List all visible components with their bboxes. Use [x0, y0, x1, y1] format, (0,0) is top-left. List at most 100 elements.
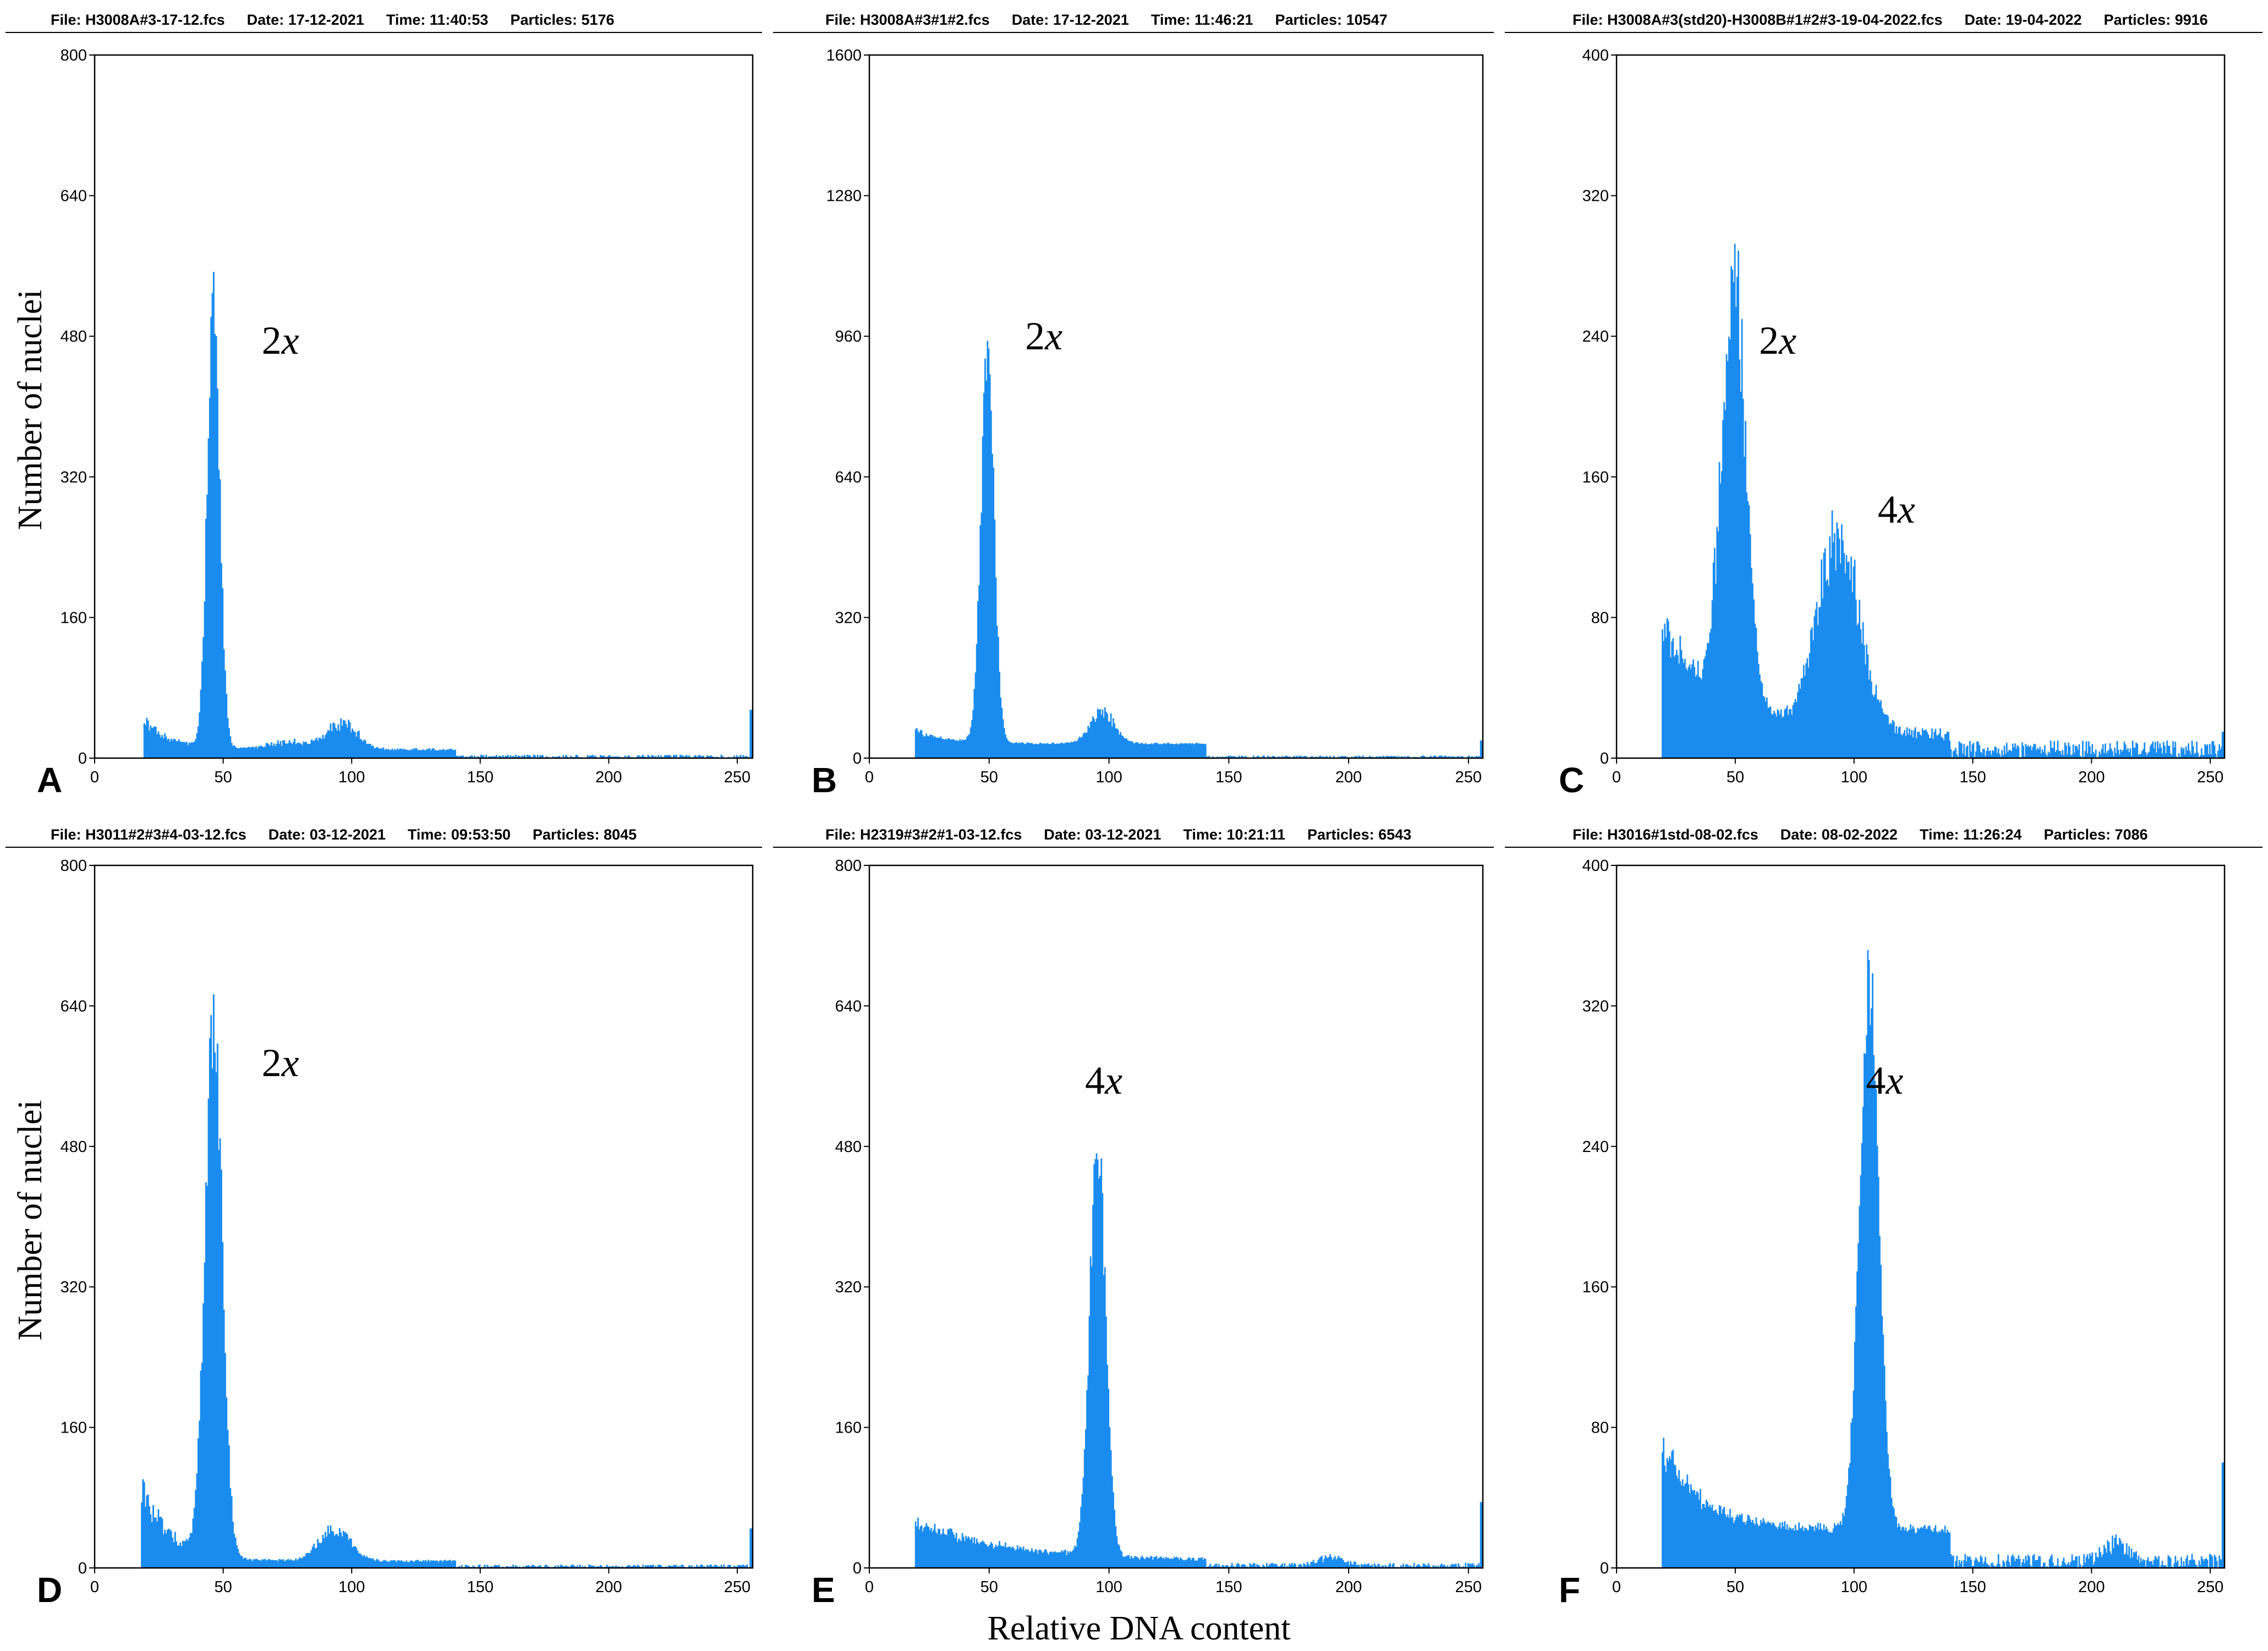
histogram-bar — [367, 1557, 369, 1568]
histogram-bar — [1708, 1507, 1710, 1568]
histogram-bar — [1406, 1564, 1408, 1568]
histogram-bar — [195, 1490, 197, 1568]
histogram-bar — [1113, 1492, 1114, 1568]
histogram-bar — [1765, 701, 1767, 758]
histogram-bar — [294, 738, 296, 758]
histogram-bar — [1736, 1515, 1738, 1568]
histogram-bar — [464, 1565, 467, 1568]
histogram-bar — [1134, 743, 1136, 758]
histogram-bar — [922, 1531, 924, 1568]
histogram-bar — [1936, 735, 1938, 758]
histogram-bar — [286, 744, 288, 758]
histogram-bar — [1447, 1565, 1449, 1568]
histogram-bar — [1051, 743, 1053, 758]
histogram-bar — [414, 748, 417, 758]
histogram-bar — [296, 743, 298, 758]
histogram-bar — [935, 737, 937, 758]
histogram-bar — [254, 1559, 256, 1568]
histogram-bar — [612, 756, 615, 758]
histogram-bar — [1994, 1566, 1996, 1568]
x-tick-label: 150 — [467, 769, 494, 786]
histogram-bar — [1230, 1566, 1232, 1568]
histogram-bar — [2196, 1565, 2198, 1568]
histogram-bar — [2077, 749, 2079, 758]
histogram-bar — [1364, 1564, 1366, 1568]
histogram-bar — [182, 742, 184, 758]
histogram-bar — [1861, 643, 1863, 758]
histogram-bar — [2026, 1560, 2028, 1568]
histogram-bar — [222, 1242, 224, 1568]
histogram-bar — [1971, 744, 1974, 758]
x-tick-label: 250 — [1455, 1578, 1482, 1596]
histogram-bar — [506, 1566, 508, 1568]
histogram-bar — [944, 739, 945, 758]
histogram-bar — [2050, 1556, 2052, 1568]
histogram-bar — [1853, 1390, 1855, 1568]
histogram-bar — [1232, 1566, 1234, 1568]
histogram-bar — [1468, 755, 1470, 758]
histogram-bar — [917, 1517, 919, 1568]
histogram-bar — [1727, 361, 1729, 758]
histogram-bar — [451, 749, 452, 758]
histogram-bar — [1155, 743, 1158, 758]
header-time: Time: 11:26:24 — [1920, 826, 2022, 843]
histogram-bar — [207, 438, 210, 758]
histogram-bar — [1913, 730, 1915, 758]
histogram-bar — [149, 730, 151, 758]
histogram-bar — [1194, 744, 1196, 758]
histogram-bar — [548, 1566, 550, 1568]
histogram-bar — [2170, 1557, 2172, 1568]
histogram-bar — [391, 1560, 393, 1568]
histogram-bar — [2015, 1558, 2017, 1568]
histogram-bar — [1818, 607, 1820, 758]
histogram-bar — [955, 741, 957, 758]
histogram-bar — [2183, 748, 2185, 758]
histogram-bar — [655, 756, 657, 758]
histogram-bar — [1246, 1566, 1248, 1568]
histogram-bar — [1093, 1164, 1095, 1568]
header-file: File: H3008A#3-17-12.fcs — [51, 12, 225, 28]
histogram-bar — [346, 1534, 348, 1568]
histogram-bar — [1835, 1526, 1837, 1568]
histogram-bar — [1053, 1552, 1054, 1568]
histogram-bar — [1341, 756, 1343, 758]
histogram-bar — [1905, 736, 1907, 758]
x-tick-label: 250 — [2197, 1578, 2223, 1596]
histogram-bar — [1858, 1243, 1859, 1568]
histogram-bar — [1152, 1560, 1154, 1568]
histogram-bar — [2111, 751, 2113, 758]
histogram-bar — [2195, 753, 2196, 758]
histogram-bar — [1127, 740, 1128, 758]
histogram-bar — [1906, 1532, 1908, 1568]
histogram-bar — [1369, 755, 1371, 758]
histogram-bar — [1358, 1565, 1360, 1568]
histogram-bar — [330, 1525, 332, 1568]
histogram-bar — [1843, 553, 1845, 758]
histogram-bar — [1946, 731, 1948, 758]
histogram-bar — [1234, 756, 1235, 758]
histogram-bar — [1950, 749, 1952, 758]
histogram-bar — [1975, 1557, 1977, 1568]
histogram-bar — [478, 756, 480, 758]
histogram-bar — [2033, 743, 2035, 758]
histogram-bar — [354, 732, 356, 758]
histogram-bar — [590, 1565, 593, 1568]
histogram-bar — [989, 1544, 991, 1568]
histogram-bar — [209, 1038, 211, 1568]
panel-B: File: H3008A#3#1#2.fcs Date: 17-12-2021 Ti… — [773, 12, 1494, 800]
histogram-bar — [589, 1565, 591, 1568]
histogram-bar — [1950, 1554, 1952, 1568]
histogram-bar — [1735, 1517, 1737, 1568]
histogram-bar — [1394, 756, 1396, 758]
histogram-bar — [2139, 1563, 2141, 1568]
histogram-bar — [2153, 1560, 2155, 1568]
histogram-bar — [151, 1522, 153, 1568]
histogram-bar — [341, 1536, 343, 1568]
histogram-bar — [1318, 1557, 1321, 1568]
histogram-bar — [544, 1565, 546, 1568]
histogram-bar — [388, 750, 391, 758]
histogram-bar — [682, 1565, 684, 1568]
histogram-bar — [935, 1532, 937, 1568]
histogram-bar — [949, 739, 951, 758]
histogram-bar — [698, 754, 700, 758]
